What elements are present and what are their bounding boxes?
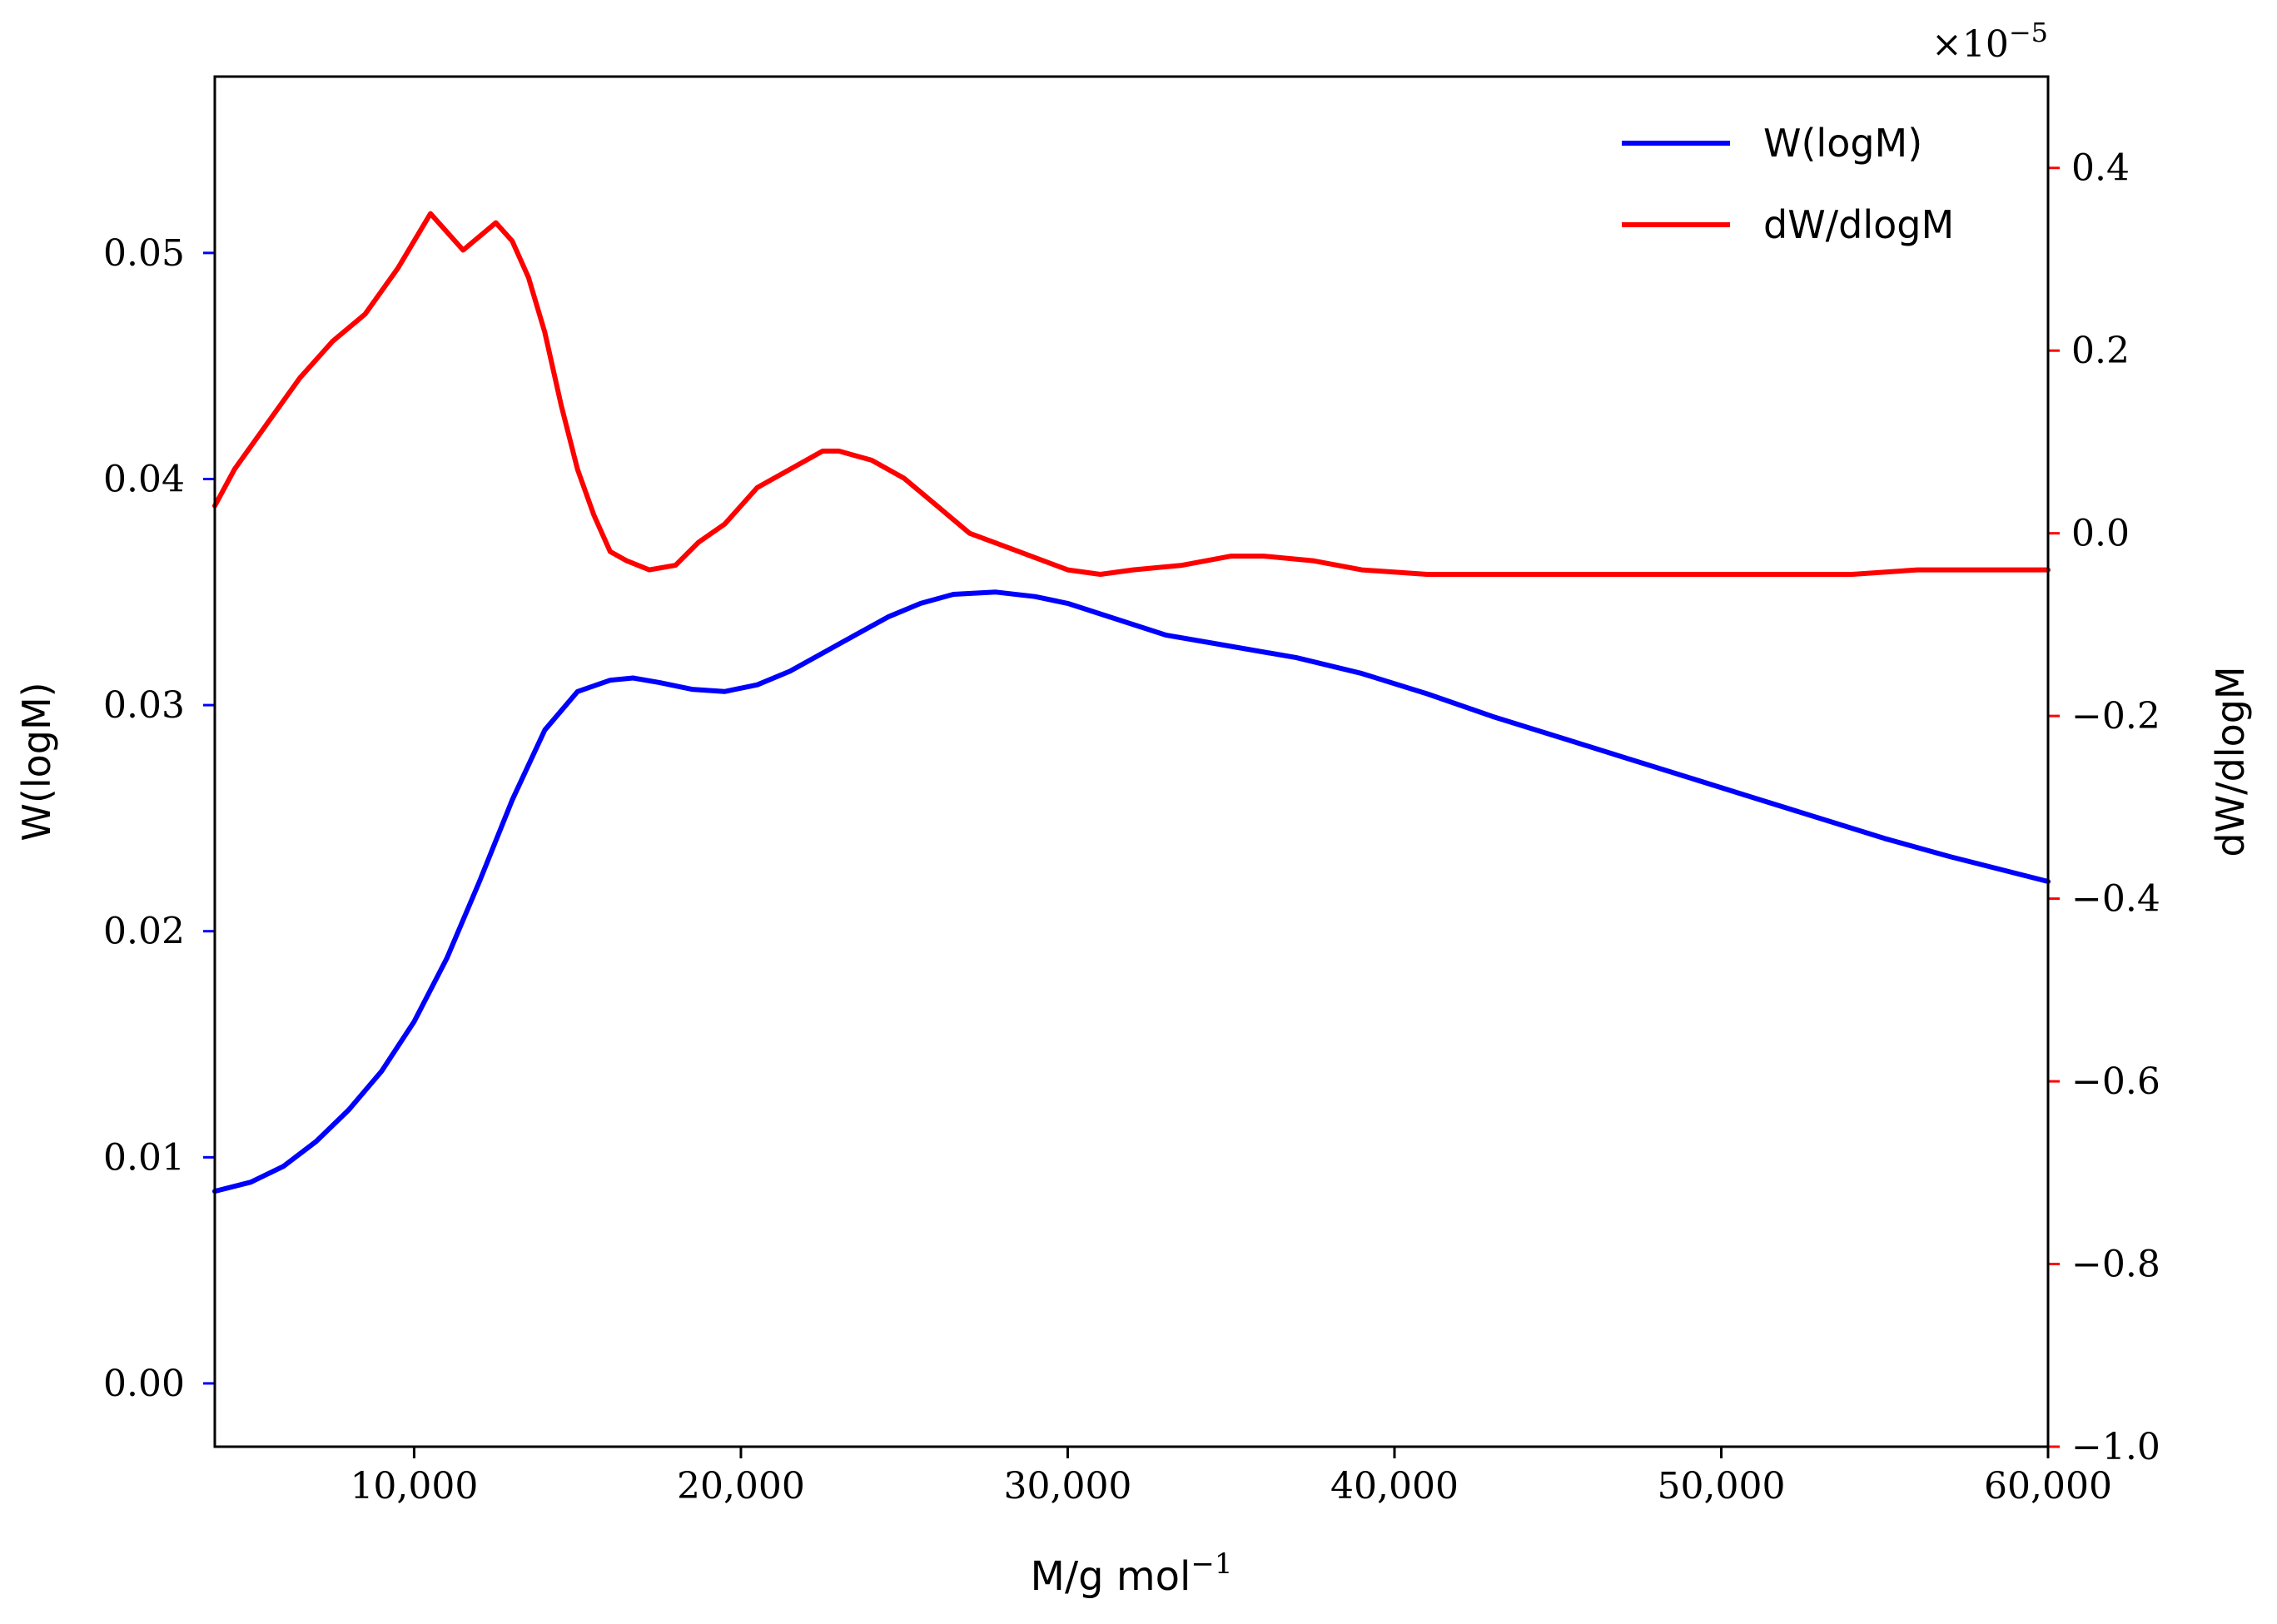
legend: W(logM) dW/dlogM (1622, 121, 1954, 247)
x-tick-label: 50,000 (1658, 1465, 1786, 1507)
series-layer (212, 211, 2051, 1194)
x-axis: 10,000 20,000 30,000 40,000 50,000 60,000 (350, 1447, 2112, 1507)
right-axis-multiplier: ×10−5 (1931, 17, 2048, 66)
y-right-tick-label: −0.4 (2071, 878, 2160, 921)
y-right-tick-label: −0.8 (2071, 1244, 2160, 1286)
y-left-tick-label: 0.03 (103, 684, 185, 727)
y-left-tick-label: 0.05 (103, 232, 185, 275)
x-tick-label: 20,000 (677, 1465, 805, 1507)
y-axis-left-label: W(logM) (14, 682, 59, 841)
x-axis-label: M/g mol−1 (1031, 1547, 1233, 1600)
series-line-dw-dlogm (212, 211, 2051, 577)
y-right-tick-label: −0.6 (2071, 1060, 2160, 1103)
series-line-w-logm (212, 589, 2051, 1194)
y-axis-right-label: dW/dlogM (2208, 666, 2253, 857)
y-left-tick-label: 0.02 (103, 911, 185, 953)
x-tick-label: 60,000 (1984, 1465, 2112, 1507)
y-right-tick-label: 0.2 (2071, 330, 2130, 372)
plot-frame (213, 75, 2050, 1448)
y-left-tick-label: 0.00 (103, 1363, 185, 1405)
y-left-tick-label: 0.01 (103, 1136, 185, 1179)
legend-label: W(logM) (1763, 121, 1922, 166)
y-right-tick-label: 0.4 (2071, 147, 2130, 190)
x-tick-label: 10,000 (350, 1465, 478, 1507)
y-axis-left: 0.00 0.01 0.02 0.03 0.04 0.05 (103, 232, 215, 1405)
y-left-tick-label: 0.04 (103, 458, 185, 500)
y-right-tick-label: −1.0 (2071, 1426, 2160, 1468)
legend-label: dW/dlogM (1763, 202, 1954, 247)
y-axis-right: 0.4 0.2 0.0 −0.2 −0.4 −0.6 −0.8 −1.0 (2048, 147, 2160, 1468)
x-tick-label: 30,000 (1003, 1465, 1131, 1507)
x-tick-label: 40,000 (1330, 1465, 1459, 1507)
y-right-tick-label: −0.2 (2071, 695, 2160, 738)
y-right-tick-label: 0.0 (2071, 513, 2130, 555)
